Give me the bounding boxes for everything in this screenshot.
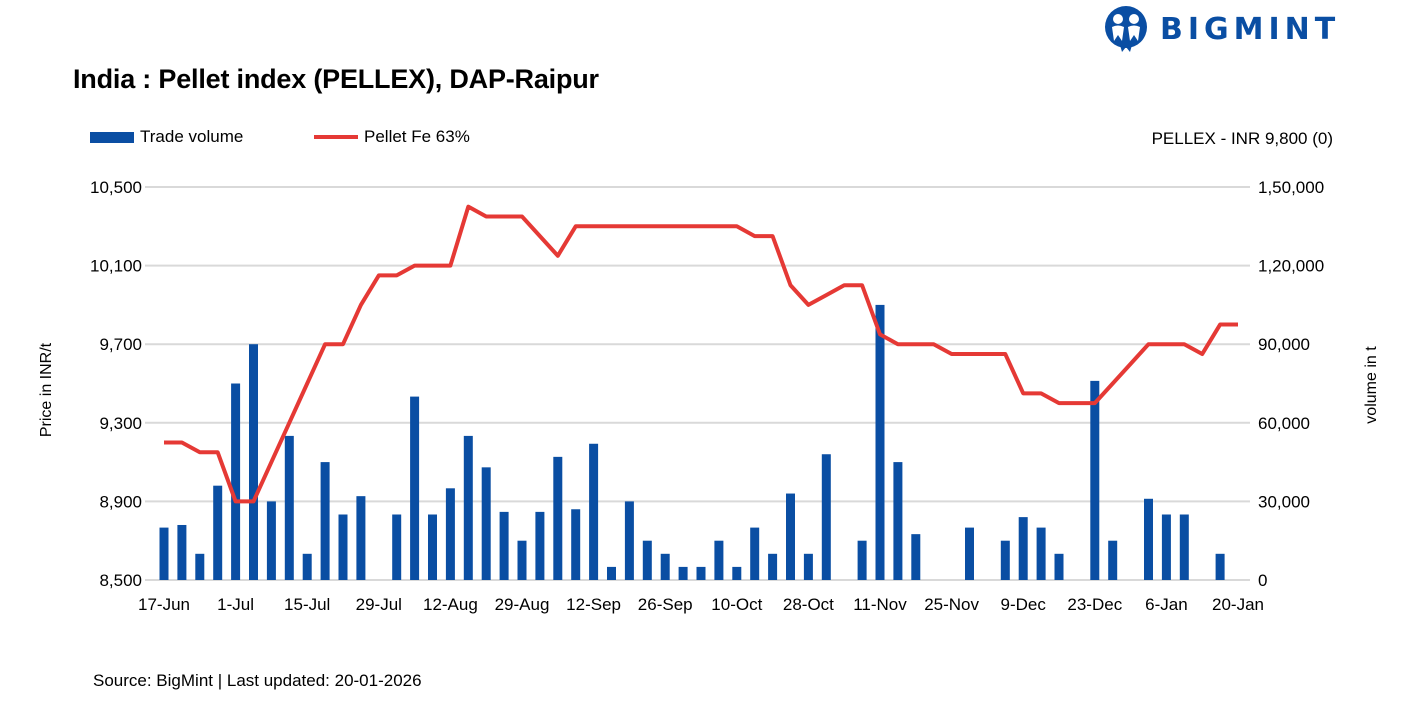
volume-bar [660,553,670,580]
volume-bar [857,540,867,580]
volume-bar [1090,380,1100,580]
volume-bar [714,540,724,580]
volume-bar [696,566,706,580]
volume-bar [589,443,599,580]
volume-bar [249,344,258,580]
bigmint-logo: BIGMINT [1104,5,1340,53]
volume-bar [213,485,223,580]
bigmint-logo-text: BIGMINT [1160,11,1341,47]
x-tick-label: 15-Jul [284,595,330,614]
volume-bar [768,553,778,580]
volume-bar [392,514,402,580]
y-tick-right: 60,000 [1258,414,1310,433]
volume-bar [911,534,921,580]
volume-bar [535,511,545,580]
volume-bar [553,456,563,580]
volume-bar [1054,553,1064,580]
volume-bar [1215,553,1225,580]
volume-bar [750,527,760,580]
volume-bar [642,540,652,580]
volume-bar [803,553,813,580]
volume-bar [195,553,205,580]
x-tick-label: 28-Oct [783,595,834,614]
volume-bar [965,527,974,580]
bigmint-logo-icon [1105,6,1147,52]
x-tick-label: 17-Jun [138,595,190,614]
volume-bar [517,540,527,580]
source-note: Source: BigMint | Last updated: 20-01-20… [93,671,422,690]
volume-bar [302,553,312,580]
volume-bar [338,514,348,580]
y-tick-right: 0 [1258,571,1267,590]
price-line [164,204,1238,504]
legend-swatch-line [314,135,358,139]
y-tick-right: 30,000 [1258,492,1310,511]
volume-bar [1018,517,1028,580]
x-tick-label: 23-Dec [1067,595,1122,614]
volume-bar [1108,540,1118,580]
volume-bar [445,488,455,580]
y-tick-left: 10,100 [90,257,142,276]
volume-bar [1144,498,1153,580]
y-tick-left: 9,300 [99,414,142,433]
volume-bar [786,493,795,580]
volume-bar [177,524,187,580]
y-tick-left: 9,700 [99,335,142,354]
chart-title: India : Pellet index (PELLEX), DAP-Raipu… [73,64,599,94]
volume-bar [410,396,420,580]
y-tick-right: 1,20,000 [1258,257,1324,276]
volume-bar [499,511,509,580]
x-tick-label: 1-Jul [217,595,254,614]
y-tick-left: 8,500 [99,571,142,590]
legend-label: Trade volume [140,127,244,146]
x-tick-label: 6-Jan [1145,595,1188,614]
volume-bar [266,501,276,580]
x-tick-label: 9-Dec [1001,595,1047,614]
volume-bar [1036,527,1046,580]
volume-bar [571,509,581,580]
volume-bar [821,454,831,580]
x-tick-label: 26-Sep [638,595,693,614]
x-tick-label: 29-Aug [495,595,550,614]
x-tick-label: 29-Jul [356,595,402,614]
volume-bar [875,304,885,580]
legend-item-pellet-fe: Pellet Fe 63% [314,127,470,147]
x-tick-label: 25-Nov [924,595,979,614]
volume-bar [284,435,294,580]
y-tick-left: 10,500 [90,178,142,197]
x-tick-label: 20-Jan [1212,595,1264,614]
y-tick-left: 8,900 [99,492,142,511]
volume-bar [607,566,616,580]
volume-bar [893,462,903,580]
x-tick-label: 11-Nov [853,595,907,614]
legend-item-trade-volume: Trade volume [90,127,243,147]
y-tick-right: 1,50,000 [1258,178,1324,197]
volume-bar [624,501,634,580]
legend-swatch-bar [90,131,134,143]
pellex-annotation: PELLEX - INR 9,800 (0) [1151,129,1333,148]
volume-bar [1179,514,1189,580]
x-tick-label: 10-Oct [711,595,762,614]
volume-bar [463,435,473,580]
volume-bar [159,527,169,580]
volume-bar [732,566,742,580]
volume-bar [356,496,366,580]
volume-bar [1161,514,1171,580]
volume-bar [231,383,241,580]
volume-bar [428,514,437,580]
volume-bar [320,462,330,580]
volume-bar [678,566,688,580]
legend-label: Pellet Fe 63% [364,127,470,146]
x-tick-label: 12-Aug [423,595,478,614]
volume-bar [1000,540,1010,580]
volume-bar [481,467,491,580]
y-tick-right: 90,000 [1258,335,1310,354]
x-tick-label: 12-Sep [566,595,621,614]
